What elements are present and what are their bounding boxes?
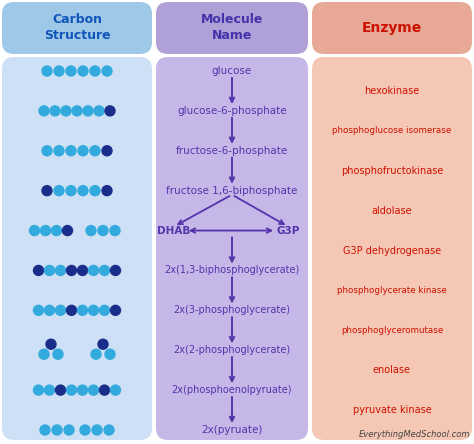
Circle shape [90, 186, 100, 196]
Text: aldolase: aldolase [372, 206, 412, 216]
Text: 2x(2-phosphoglycerate): 2x(2-phosphoglycerate) [173, 345, 291, 355]
Text: phosphoglycerate kinase: phosphoglycerate kinase [337, 286, 447, 295]
Text: pyruvate kinase: pyruvate kinase [353, 405, 431, 415]
Text: G3P: G3P [276, 226, 300, 236]
Circle shape [64, 425, 74, 435]
Circle shape [45, 385, 55, 395]
Circle shape [66, 385, 76, 395]
Circle shape [34, 385, 44, 395]
Circle shape [102, 66, 112, 76]
Circle shape [110, 385, 120, 395]
Circle shape [78, 266, 88, 275]
Circle shape [105, 106, 115, 116]
Circle shape [55, 385, 65, 395]
Text: Carbon
Structure: Carbon Structure [44, 13, 110, 43]
Circle shape [66, 186, 76, 196]
Circle shape [78, 146, 88, 156]
FancyBboxPatch shape [2, 57, 152, 440]
Circle shape [53, 349, 63, 359]
Circle shape [92, 425, 102, 435]
Circle shape [100, 266, 109, 275]
Text: glucose-6-phosphate: glucose-6-phosphate [177, 106, 287, 116]
Text: EverythingMedSchool.com: EverythingMedSchool.com [358, 430, 470, 439]
Circle shape [90, 146, 100, 156]
Circle shape [80, 425, 90, 435]
Circle shape [100, 385, 109, 395]
Text: fructose 1,6-biphosphate: fructose 1,6-biphosphate [166, 186, 298, 196]
Circle shape [45, 266, 55, 275]
Text: 2x(1,3-biphosphoglycerate): 2x(1,3-biphosphoglycerate) [164, 266, 300, 275]
Circle shape [83, 106, 93, 116]
Text: phosphoglucose isomerase: phosphoglucose isomerase [332, 127, 452, 135]
Circle shape [102, 146, 112, 156]
Text: Molecule
Name: Molecule Name [201, 13, 263, 43]
FancyBboxPatch shape [2, 2, 152, 54]
Text: phosphofructokinase: phosphofructokinase [341, 166, 443, 176]
Circle shape [46, 339, 56, 349]
Circle shape [34, 266, 44, 275]
Circle shape [40, 425, 50, 435]
Text: phosphoglyceromutase: phosphoglyceromutase [341, 326, 443, 335]
FancyBboxPatch shape [312, 57, 472, 440]
Circle shape [66, 66, 76, 76]
Circle shape [110, 226, 120, 236]
Circle shape [66, 305, 76, 315]
Circle shape [72, 106, 82, 116]
Circle shape [55, 305, 65, 315]
Circle shape [29, 226, 39, 236]
Text: fructose-6-phosphate: fructose-6-phosphate [176, 146, 288, 156]
Circle shape [54, 186, 64, 196]
Circle shape [102, 186, 112, 196]
Text: G3P dehydrogenase: G3P dehydrogenase [343, 246, 441, 255]
FancyBboxPatch shape [156, 2, 308, 54]
Circle shape [63, 226, 73, 236]
Circle shape [89, 385, 99, 395]
Circle shape [42, 66, 52, 76]
Circle shape [89, 266, 99, 275]
Circle shape [94, 106, 104, 116]
Circle shape [90, 66, 100, 76]
Circle shape [61, 106, 71, 116]
Text: DHAB: DHAB [157, 226, 191, 236]
Circle shape [39, 106, 49, 116]
Circle shape [110, 305, 120, 315]
Circle shape [91, 349, 101, 359]
Circle shape [105, 349, 115, 359]
Circle shape [78, 385, 88, 395]
Circle shape [66, 146, 76, 156]
Text: Enzyme: Enzyme [362, 21, 422, 35]
FancyBboxPatch shape [156, 57, 308, 440]
Circle shape [100, 305, 109, 315]
Circle shape [39, 349, 49, 359]
Circle shape [98, 339, 108, 349]
Text: hexokinase: hexokinase [365, 86, 419, 96]
Circle shape [42, 146, 52, 156]
Circle shape [34, 305, 44, 315]
Circle shape [104, 425, 114, 435]
Text: 2x(pyruate): 2x(pyruate) [201, 425, 263, 435]
Text: glucose: glucose [212, 66, 252, 76]
Circle shape [86, 226, 96, 236]
Circle shape [52, 425, 62, 435]
Circle shape [42, 186, 52, 196]
Circle shape [52, 226, 62, 236]
Circle shape [55, 266, 65, 275]
Text: enolase: enolase [373, 365, 411, 375]
Circle shape [78, 186, 88, 196]
Circle shape [89, 305, 99, 315]
Text: 2x(3-phosphoglycerate): 2x(3-phosphoglycerate) [173, 305, 291, 315]
Text: 2x(phosphoenolpyruate): 2x(phosphoenolpyruate) [172, 385, 292, 395]
Circle shape [45, 305, 55, 315]
Circle shape [78, 66, 88, 76]
Circle shape [98, 226, 108, 236]
Circle shape [66, 266, 76, 275]
Circle shape [54, 146, 64, 156]
Circle shape [78, 305, 88, 315]
Circle shape [54, 66, 64, 76]
FancyBboxPatch shape [312, 2, 472, 54]
Circle shape [40, 226, 51, 236]
Circle shape [50, 106, 60, 116]
Circle shape [110, 266, 120, 275]
